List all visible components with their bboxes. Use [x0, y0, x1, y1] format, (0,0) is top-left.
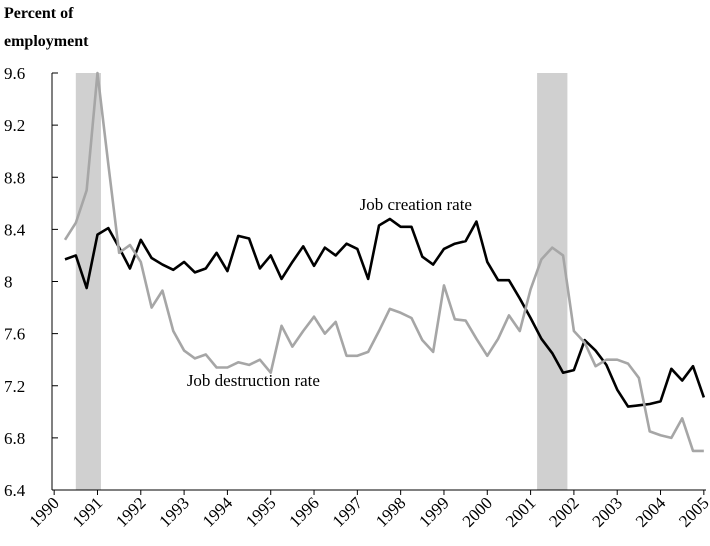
- x-tick-label: 2004: [632, 493, 670, 531]
- x-tick-label: 2002: [545, 493, 582, 530]
- series-label: Job creation rate: [360, 195, 472, 214]
- x-tick-label: 1993: [155, 493, 192, 530]
- x-tick-label: 1992: [112, 493, 149, 530]
- x-tick-label: 1991: [69, 493, 106, 530]
- x-tick-label: 1995: [242, 493, 279, 530]
- series-line: [63, 71, 704, 453]
- x-tick-label: 1994: [199, 493, 237, 531]
- x-tick-label: 2001: [502, 493, 539, 530]
- series-line: [64, 217, 706, 408]
- y-tick-label: 8.4: [4, 220, 26, 239]
- y-tick-label: 6.4: [4, 481, 26, 500]
- x-tick-label: 1990: [26, 493, 63, 530]
- x-tick-label: 1998: [372, 493, 409, 530]
- y-tick-label: 7.2: [4, 377, 25, 396]
- y-tick-label: 8.8: [4, 168, 25, 187]
- series-label: Job destruction rate: [187, 371, 320, 390]
- y-tick-label: 6.8: [4, 429, 25, 448]
- y-axis-title: Percent of: [4, 5, 74, 22]
- x-tick-label: 1997: [329, 493, 367, 531]
- y-tick-label: 7.6: [4, 325, 25, 344]
- x-tick-label: 2000: [459, 493, 496, 530]
- y-tick-label: 9.2: [4, 116, 25, 135]
- x-tick-label: 2003: [589, 493, 626, 530]
- y-axis-title: employment: [4, 33, 89, 50]
- x-tick-label: 1996: [285, 493, 322, 530]
- y-tick-label: 8: [4, 273, 13, 292]
- recession-shading: [537, 73, 568, 490]
- x-tick-label: 2005: [675, 493, 710, 530]
- y-tick-label: 9.6: [4, 64, 25, 83]
- x-tick-label: 1999: [415, 493, 452, 530]
